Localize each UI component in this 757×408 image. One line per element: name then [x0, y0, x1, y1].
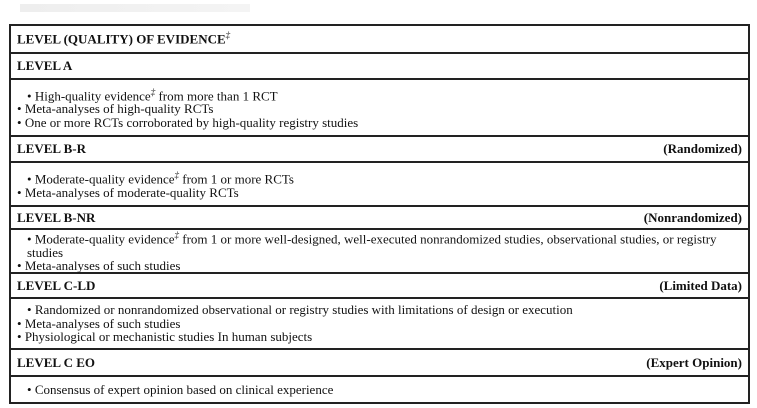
level-content-row: • High-quality evidence‡ from more than …	[11, 80, 748, 137]
table-title: LEVEL (QUALITY) OF EVIDENCE‡	[17, 30, 231, 47]
level-header-row: LEVEL B-R (Randomized)	[11, 137, 748, 163]
level-content-row: • Moderate-quality evidence‡ from 1 or m…	[11, 230, 748, 274]
level-qualifier: (Nonrandomized)	[643, 209, 742, 225]
level-label: LEVEL C EO	[17, 354, 96, 370]
bullet-item: • Moderate-quality evidence‡ from 1 or m…	[27, 230, 717, 260]
level-content-row: • Randomized or nonrandomized observatio…	[11, 299, 748, 350]
bullet-item: • Physiological or mechanistic studies I…	[17, 329, 313, 345]
level-header-row: LEVEL B-NR (Nonrandomized)	[11, 207, 748, 230]
level-header-row: LEVEL C-LD (Limited Data)	[11, 274, 748, 299]
level-header-row: LEVEL A	[11, 54, 748, 80]
level-qualifier: (Randomized)	[663, 141, 742, 156]
level-label: LEVEL A	[17, 58, 73, 73]
bullet-item: • Consensus of expert opinion based on c…	[27, 381, 334, 397]
level-content-row: • Moderate-quality evidence‡ from 1 or m…	[11, 163, 748, 207]
level-label: LEVEL B-NR	[17, 209, 96, 225]
bullet-item: • Moderate-quality evidence‡ from 1 or m…	[27, 169, 294, 187]
faded-header-text	[20, 4, 250, 12]
level-content-row: • Consensus of expert opinion based on c…	[11, 377, 748, 404]
level-label: LEVEL B-R	[17, 141, 86, 156]
bullet-item: • Meta-analyses of such studies	[17, 315, 181, 331]
bullet-item: • Randomized or nonrandomized observatio…	[27, 302, 573, 318]
bullet-item: • Meta-analyses of moderate-quality RCTs	[17, 184, 239, 200]
level-header-row: LEVEL C EO (Expert Opinion)	[11, 350, 748, 377]
level-qualifier: (Limited Data)	[659, 277, 742, 293]
bullet-item: • High-quality evidence‡ from more than …	[27, 86, 278, 103]
evidence-level-table: LEVEL (QUALITY) OF EVIDENCE‡ LEVEL A • Hi…	[9, 24, 750, 404]
table-title-row: LEVEL (QUALITY) OF EVIDENCE‡	[11, 26, 748, 54]
bullet-item: • Meta-analyses of such studies	[17, 258, 181, 274]
level-qualifier: (Expert Opinion)	[646, 354, 742, 370]
bullet-item: • One or more RCTs corroborated by high-…	[17, 114, 359, 130]
level-label: LEVEL C-LD	[17, 277, 96, 293]
bullet-item: • Meta-analyses of high-quality RCTs	[17, 101, 214, 117]
